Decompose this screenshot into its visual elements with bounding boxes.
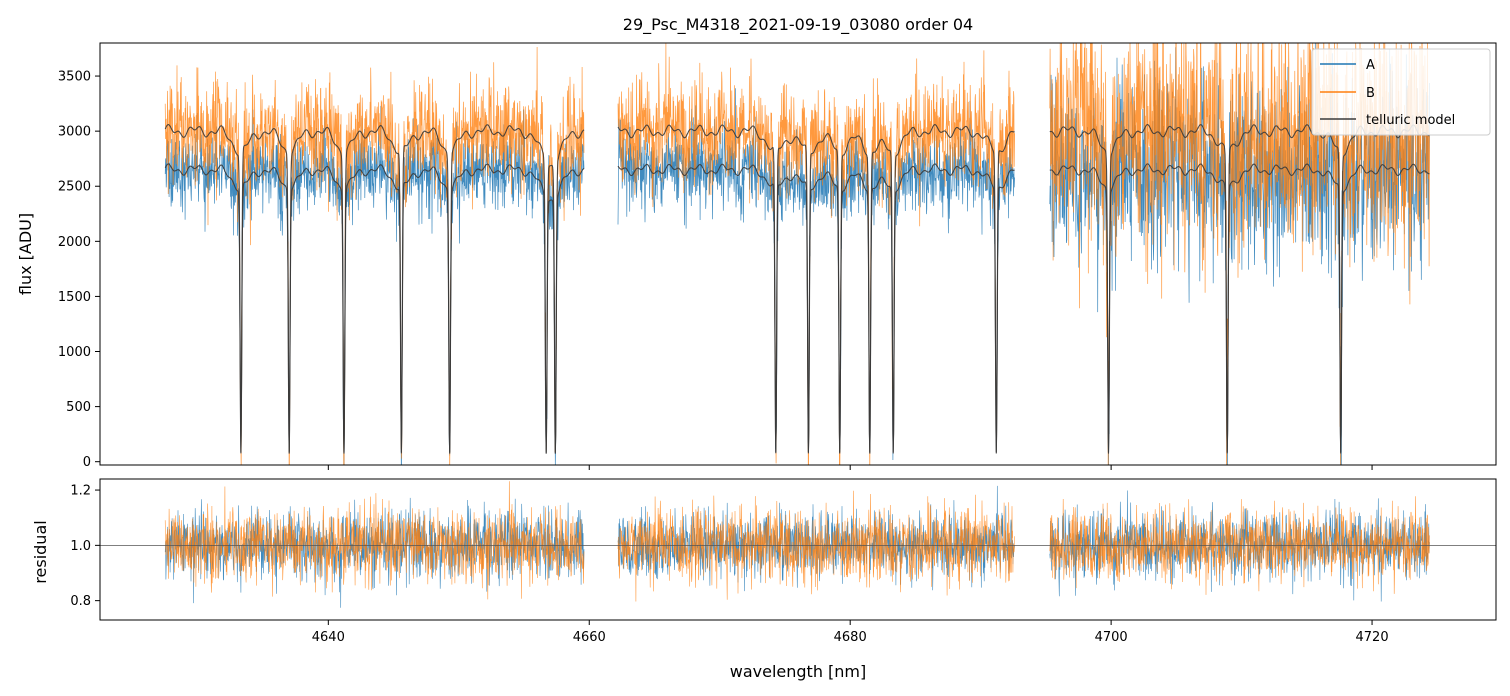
x-tick-label: 4660 <box>573 630 606 645</box>
flux-y-tick-label: 500 <box>66 400 91 415</box>
x-tick-label: 4680 <box>834 630 867 645</box>
x-tick-label: 4640 <box>312 630 345 645</box>
residual-series-group <box>164 481 1430 608</box>
legend-box <box>1311 48 1491 136</box>
flux-y-tick-label: 3500 <box>58 70 91 85</box>
x-tick-label: 4700 <box>1095 630 1128 645</box>
telluric-model-b-segment-1 <box>617 124 1015 453</box>
residual-y-ticks: 0.8 1.0 1.2 <box>70 484 100 609</box>
series-b-residual-segment-0 <box>164 481 585 600</box>
flux-panel: 0 500 1000 1500 2000 2500 3000 3500 flux [ADU] <box>16 42 1497 470</box>
telluric-model-a-segment-0 <box>164 163 585 454</box>
residual-y-axis-label: residual <box>31 520 50 583</box>
series-b-residual-segment-2 <box>1049 496 1430 595</box>
flux-y-tick-label: 2000 <box>58 235 91 250</box>
x-axis-label: wavelength [nm] <box>730 662 867 681</box>
flux-y-tick-label: 2500 <box>58 180 91 195</box>
series-b-flux-segment-1 <box>617 43 1015 465</box>
residual-panel-frame <box>99 478 1497 621</box>
series-b-residual-segment-1 <box>617 490 1015 602</box>
telluric-model-a-segment-1 <box>617 163 1015 454</box>
residual-y-tick-label: 1.0 <box>70 539 91 554</box>
legend-label-model: telluric model <box>1366 113 1455 128</box>
flux-x-ticks <box>327 465 1373 470</box>
flux-panel-frame <box>99 42 1497 466</box>
legend-label-a: A <box>1366 58 1375 73</box>
flux-y-ticks: 0 500 1000 1500 2000 2500 3000 3500 <box>58 70 100 470</box>
residual-x-ticks: 4640 4660 4680 4700 4720 <box>312 620 1389 645</box>
x-tick-label: 4720 <box>1356 630 1389 645</box>
telluric-model-b-segment-0 <box>164 124 585 453</box>
flux-y-tick-label: 3000 <box>58 125 91 140</box>
residual-panel: 0.8 1.0 1.2 4640 4660 4680 4700 4720 residual <box>31 478 1497 645</box>
telluric-model-a-segment-2 <box>1049 163 1430 454</box>
legend-label-b: B <box>1366 86 1375 101</box>
series-b-flux-segment-0 <box>164 46 585 465</box>
residual-y-tick-label: 0.8 <box>70 594 91 609</box>
chart-title: 29_Psc_M4318_2021-09-19_03080 order 04 <box>623 15 973 35</box>
flux-y-tick-label: 1000 <box>58 345 91 360</box>
legend: A B telluric model <box>1311 48 1491 136</box>
series-b-flux-segment-2 <box>1049 43 1430 465</box>
residual-y-tick-label: 1.2 <box>70 484 91 499</box>
flux-y-tick-label: 1500 <box>58 290 91 305</box>
flux-y-tick-label: 0 <box>83 455 91 470</box>
flux-y-axis-label: flux [ADU] <box>16 213 35 295</box>
flux-series-group <box>164 43 1430 465</box>
